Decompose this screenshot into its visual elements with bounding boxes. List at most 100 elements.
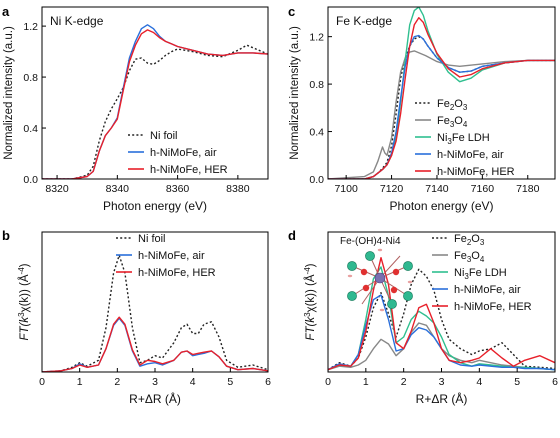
panel-title: Fe K-edge [336, 14, 392, 28]
panel-letter: a [2, 4, 10, 19]
x-tick-label: 3 [152, 376, 158, 388]
x-axis-label: Photon energy (eV) [389, 199, 493, 213]
series-line-2 [42, 316, 268, 372]
y-tick-label: 0.8 [23, 72, 38, 84]
x-tick-label: 8360 [166, 183, 190, 195]
structure-inset: Fe-(OH)4-Ni4 [340, 236, 413, 312]
hydrogen-atom [347, 274, 353, 278]
series-line-0 [328, 268, 555, 371]
legend-label: h-NiMoFe, HER [437, 166, 515, 178]
series-line-1 [328, 322, 555, 371]
legend-label: Fe2O3 [454, 233, 485, 247]
x-tick-label: 1 [77, 376, 83, 388]
y-tick-label: 0.8 [309, 79, 324, 91]
y-tick-label: 1.2 [309, 32, 324, 44]
legend-label: Ni3Fe LDH [437, 132, 490, 146]
x-tick-label: 5 [514, 376, 520, 388]
series-layer [42, 24, 268, 179]
x-axis-label: R+ΔR (Å) [129, 391, 181, 406]
series-layer [328, 257, 555, 371]
panel-b: b 0 1 2 3 4 5 6 R+ΔR (Å) FT(k3χ(k)) (Å-4) Ni foil h… [2, 228, 271, 406]
y-tick-label: 1.2 [23, 21, 38, 33]
x-tick-label: 7120 [380, 183, 404, 195]
nickel-atom [403, 291, 413, 301]
legend-label: h-NiMoFe, air [150, 147, 217, 159]
oxygen-atom [362, 284, 370, 292]
legend: Fe2O3 Fe3O4 Ni3Fe LDH h-NiMoFe, air h-NiMoFe… [415, 98, 515, 178]
legend-label: Fe3O4 [454, 250, 485, 264]
series-line-4 [328, 17, 555, 179]
x-tick-label: 2 [114, 376, 120, 388]
inset-label: Fe-(OH)4-Ni4 [340, 236, 401, 247]
y-tick-label: 0.0 [309, 174, 324, 186]
series-line-1 [42, 317, 268, 372]
hydrogen-atom [407, 280, 413, 284]
oxygen-atom [360, 268, 368, 276]
y-axis-label: FT(k3χ(k)) (Å-4) [17, 263, 31, 340]
nickel-atom [365, 251, 375, 261]
legend-label: h-NiMoFe, HER [454, 301, 532, 313]
legend-label: Ni foil [138, 233, 166, 245]
legend-label: Fe3O4 [437, 115, 468, 129]
x-tick-label: 4 [190, 376, 196, 388]
legend: Ni foil h-NiMoFe, air h-NiMoFe, HER [116, 233, 216, 279]
x-tick-label: 0 [39, 376, 45, 388]
x-axis-label: R+ΔR (Å) [416, 391, 468, 406]
x-tick-label: 5 [227, 376, 233, 388]
y-axis-label: Normalized intensity (a.u.) [3, 26, 15, 160]
panel-c: c 7100 7120 7140 7160 7180 0.0 0.4 0.8 1.2 Photon … [288, 4, 556, 213]
plot-frame [41, 6, 269, 180]
series-line-0 [42, 44, 268, 179]
y-axis-label: FT(k3χ(k)) (Å-4) [303, 263, 317, 340]
nickel-atom [387, 299, 397, 309]
x-tick-label: 8320 [45, 183, 69, 195]
x-tick-label: 7160 [471, 183, 495, 195]
panel-letter: b [2, 228, 10, 243]
x-tick-label: 3 [439, 376, 445, 388]
x-tick-label: 2 [401, 376, 407, 388]
nickel-atom [347, 261, 357, 271]
series-line-2 [328, 266, 555, 371]
x-tick-label: 6 [552, 376, 558, 388]
x-axis-label: Photon energy (eV) [103, 199, 207, 213]
series-layer [328, 7, 555, 179]
oxygen-atom [392, 268, 400, 276]
panel-a: a 8320 8340 8360 8380 0.0 0.4 0.8 1.2 Photon ener… [2, 4, 269, 213]
x-tick-label: 4 [476, 376, 482, 388]
x-tick-label: 7100 [334, 183, 358, 195]
oxygen-atom [390, 286, 398, 294]
panel-d: d 0 1 2 3 4 5 6 R+ΔR (Å) FT(k3χ(k)) (Å-4) Fe2O3 Fe3… [288, 228, 558, 406]
x-tick-label: 7180 [516, 183, 540, 195]
hydrogen-atom [377, 248, 383, 252]
nickel-atom [347, 291, 357, 301]
panel-letter: c [288, 4, 295, 19]
legend-label: h-NiMoFe, air [454, 284, 521, 296]
nickel-atom [403, 261, 413, 271]
hydrogen-atom [379, 308, 385, 312]
series-line-2 [42, 29, 268, 179]
y-tick-label: 0.0 [23, 174, 38, 186]
x-tick-label: 8340 [106, 183, 130, 195]
x-tick-label: 6 [265, 376, 271, 388]
panel-letter: d [288, 228, 296, 243]
legend-label: h-NiMoFe, HER [138, 267, 216, 279]
iron-atom [374, 272, 386, 284]
legend: Fe2O3 Fe3O4 Ni3Fe LDH h-NiMoFe, air h-NiMoFe… [432, 233, 532, 313]
x-tick-label: 0 [325, 376, 331, 388]
plot-frame [327, 6, 556, 180]
series-line-0 [42, 254, 268, 372]
legend-label: h-NiMoFe, HER [150, 164, 228, 176]
series-line-4 [328, 257, 555, 371]
x-tick-label: 7140 [425, 183, 449, 195]
x-tick-label: 8380 [226, 183, 250, 195]
y-tick-label: 0.4 [23, 123, 38, 135]
series-line-3 [328, 294, 555, 371]
x-tick-label: 1 [363, 376, 369, 388]
series-layer [42, 254, 268, 372]
panel-title: Ni K-edge [50, 14, 104, 28]
y-axis-label: Normalized intensity (a.u.) [289, 26, 301, 160]
legend-label: Fe2O3 [437, 98, 468, 112]
legend: Ni foil h-NiMoFe, air h-NiMoFe, HER [128, 130, 228, 176]
y-tick-label: 0.4 [309, 127, 324, 139]
